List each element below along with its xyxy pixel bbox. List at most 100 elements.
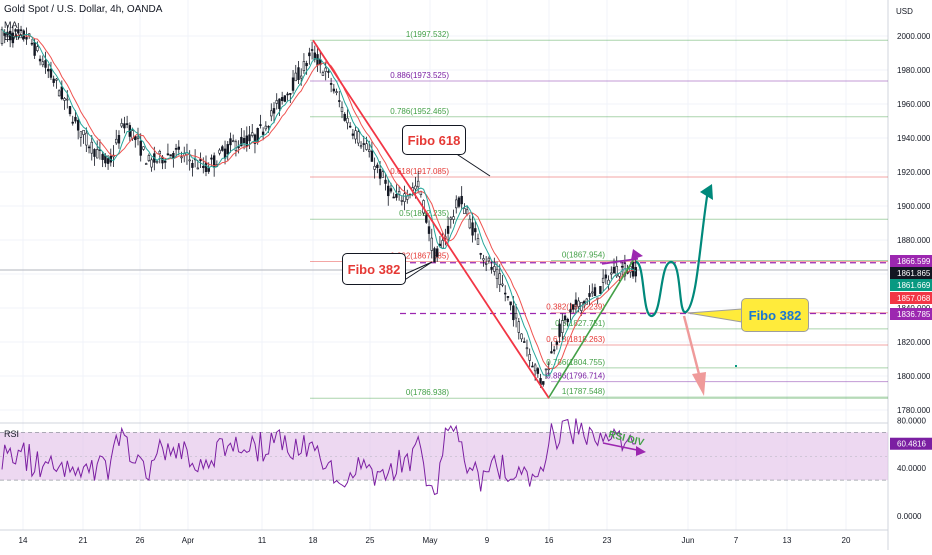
candle-body bbox=[490, 266, 493, 270]
candle-body bbox=[446, 225, 450, 234]
candle-body bbox=[373, 165, 376, 170]
candle-body bbox=[283, 95, 287, 102]
candle-body bbox=[495, 268, 499, 279]
candle-body bbox=[294, 72, 297, 82]
candle-body bbox=[501, 283, 504, 286]
candle-body bbox=[120, 123, 123, 127]
fib-level-label: 1(1997.532) bbox=[406, 30, 449, 39]
rsi-title[interactable]: RSI bbox=[4, 429, 20, 439]
candle-body bbox=[321, 72, 325, 76]
rsi-line bbox=[1, 418, 636, 496]
candle-body bbox=[357, 131, 360, 144]
candle-body bbox=[354, 130, 357, 140]
symbol-title[interactable]: Gold Spot / U.S. Dollar, 4h, OANDA bbox=[4, 4, 163, 15]
candle-body bbox=[270, 110, 273, 117]
candle-body bbox=[604, 274, 608, 279]
candle-body bbox=[378, 168, 382, 179]
candle-body bbox=[166, 153, 170, 156]
candle-body bbox=[253, 134, 257, 144]
candle-body bbox=[615, 266, 618, 277]
candle-body bbox=[188, 159, 191, 162]
candle-body bbox=[340, 106, 344, 112]
time-tick-label: 7 bbox=[734, 536, 739, 545]
candle-body bbox=[210, 157, 213, 160]
candle-body bbox=[47, 68, 50, 72]
price-badge bbox=[890, 255, 932, 267]
candle-body bbox=[474, 228, 477, 233]
candle-body bbox=[144, 163, 148, 165]
time-tick-label: 21 bbox=[79, 536, 88, 545]
candle-body bbox=[180, 156, 183, 159]
candle-body bbox=[569, 309, 572, 313]
candle-body bbox=[512, 305, 515, 321]
candle-body bbox=[87, 146, 91, 149]
candle-body bbox=[620, 265, 624, 268]
price-tick-label: 1920.000 bbox=[897, 168, 931, 177]
candle-body bbox=[493, 266, 496, 272]
candle-body bbox=[248, 134, 251, 142]
candle-body bbox=[552, 349, 556, 352]
candle-body bbox=[261, 131, 265, 135]
price-badge bbox=[890, 267, 932, 279]
candle-body bbox=[177, 146, 180, 150]
candle-body bbox=[591, 291, 594, 294]
candle-body bbox=[416, 180, 420, 188]
candle-body bbox=[427, 226, 431, 234]
candle-body bbox=[343, 113, 346, 121]
candle-body bbox=[520, 333, 523, 340]
callout-pointer-618 bbox=[451, 150, 491, 177]
currency-label: USD bbox=[896, 7, 913, 16]
candle-body bbox=[430, 237, 433, 251]
price-tick-label: 1900.000 bbox=[897, 202, 931, 211]
fib-level-label: 0.382(1867.385) bbox=[390, 251, 449, 260]
candle-body bbox=[514, 312, 518, 319]
candle-body bbox=[251, 132, 254, 136]
candle-body bbox=[229, 138, 232, 146]
candle-body bbox=[33, 42, 36, 56]
price-badge bbox=[890, 308, 932, 320]
candle-body bbox=[316, 54, 319, 66]
candle-body bbox=[76, 120, 80, 131]
price-tick-label: 1880.000 bbox=[897, 236, 931, 245]
candle-body bbox=[610, 272, 613, 275]
candle-body bbox=[400, 200, 404, 202]
candle-body bbox=[96, 149, 99, 159]
price-tick-label: 2000.000 bbox=[897, 32, 931, 41]
projection-arrowhead bbox=[700, 184, 713, 200]
candle-body bbox=[155, 160, 159, 163]
fib-level-label: 0(1786.938) bbox=[406, 388, 449, 397]
price-badge bbox=[890, 279, 932, 291]
fib-level-label: 0.886(1796.714) bbox=[546, 372, 605, 381]
candle-body bbox=[221, 146, 224, 151]
candle-body bbox=[147, 155, 151, 161]
candle-body bbox=[30, 42, 34, 45]
candle-body bbox=[435, 248, 439, 257]
candle-body bbox=[528, 354, 531, 361]
candle-body bbox=[142, 146, 145, 150]
candle-body bbox=[523, 341, 526, 343]
candle-body bbox=[57, 90, 61, 97]
candle-body bbox=[289, 93, 292, 95]
candle-body bbox=[117, 135, 121, 144]
rsi-tick-label: 0.0000 bbox=[897, 512, 922, 521]
rsi-divergence-arrowhead bbox=[636, 446, 646, 456]
candle-body bbox=[395, 193, 398, 198]
candle-body bbox=[74, 116, 77, 122]
candle-body bbox=[85, 132, 88, 146]
candle-body bbox=[139, 140, 142, 156]
candle-body bbox=[449, 217, 452, 220]
fib-level-label: 0(1867.954) bbox=[562, 250, 605, 259]
price-badge-label: 1861.865 bbox=[897, 269, 931, 278]
candle-body bbox=[406, 195, 409, 200]
candle-body bbox=[267, 125, 270, 128]
candle-body bbox=[150, 159, 153, 168]
candle-body bbox=[196, 167, 200, 170]
candle-body bbox=[362, 143, 365, 145]
candle-body bbox=[403, 193, 406, 202]
fibo-382-left-callout: Fibo 382 bbox=[342, 253, 406, 285]
indicator-label-ma[interactable]: MA bbox=[4, 20, 18, 30]
indicator-label-ema[interactable]: EMA bbox=[4, 32, 24, 42]
candle-body bbox=[455, 199, 458, 209]
candle-body bbox=[49, 68, 53, 78]
